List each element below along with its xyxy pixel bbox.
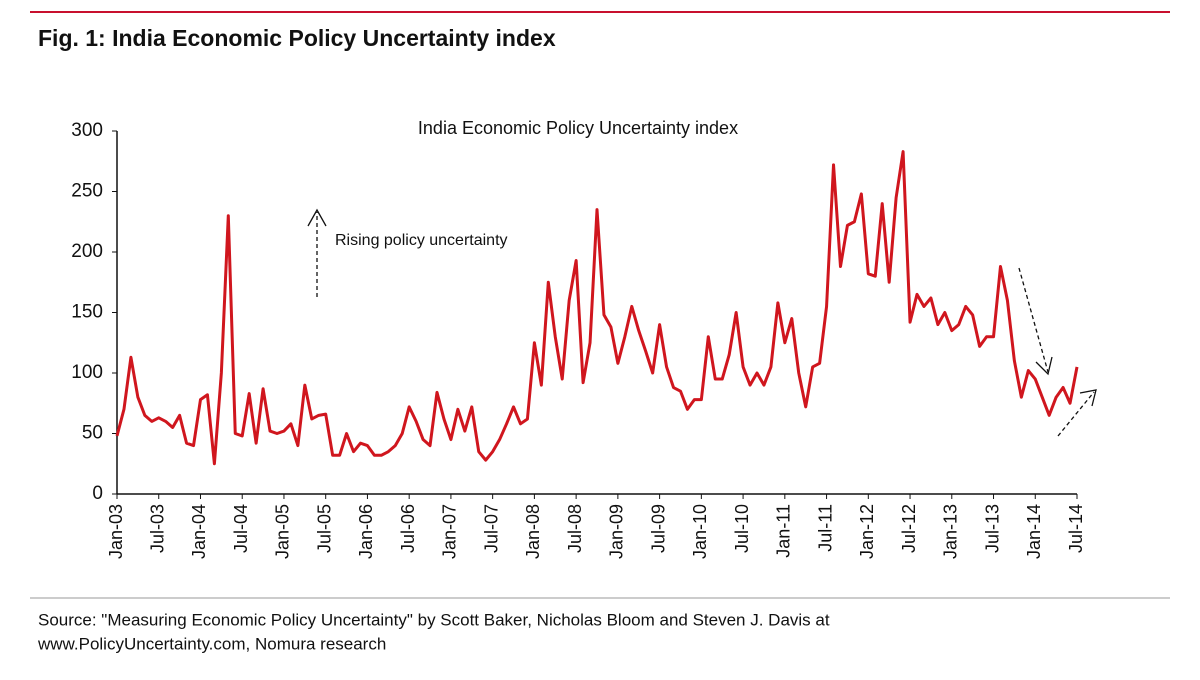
y-tick-label: 100 bbox=[71, 362, 103, 383]
x-tick-label: Jul-11 bbox=[815, 504, 835, 552]
y-tick-label: 50 bbox=[82, 423, 103, 444]
chart-title: India Economic Policy Uncertainty index bbox=[418, 118, 738, 138]
x-tick-label: Jan-03 bbox=[106, 504, 126, 559]
x-tick-label: Jul-09 bbox=[648, 504, 668, 553]
source: Source: "Measuring Economic Policy Uncer… bbox=[38, 610, 830, 629]
source: www.PolicyUncertainty.com, Nomura resear… bbox=[37, 634, 386, 653]
x-tick-label: Jan-08 bbox=[523, 504, 543, 559]
y-tick-label: 0 bbox=[92, 483, 103, 504]
x-tick-label: Jan-09 bbox=[607, 504, 627, 559]
x-tick-label: Jul-13 bbox=[982, 504, 1002, 553]
x-tick-label: Jan-14 bbox=[1024, 504, 1044, 559]
x-tick-label: Jul-14 bbox=[1066, 504, 1086, 553]
x-tick-label: Jan-11 bbox=[774, 504, 794, 558]
y-tick-label: 300 bbox=[71, 120, 103, 141]
x-tick-label: Jul-03 bbox=[147, 504, 167, 553]
x-tick-label: Jul-04 bbox=[231, 504, 251, 553]
x-tick-label: Jul-10 bbox=[732, 504, 752, 553]
x-tick-label: Jul-05 bbox=[314, 504, 334, 553]
x-tick-label: Jan-05 bbox=[273, 504, 293, 559]
x-tick-label: Jan-04 bbox=[189, 504, 209, 559]
x-tick-label: Jul-07 bbox=[481, 504, 501, 553]
x-tick-label: Jan-10 bbox=[690, 504, 710, 559]
heading: Fig. 1: India Economic Policy Uncertaint… bbox=[38, 25, 556, 51]
x-tick-label: Jul-06 bbox=[398, 504, 418, 553]
data-line bbox=[115, 150, 1079, 466]
y-tick-label: 150 bbox=[71, 302, 103, 323]
y-tick-label: 200 bbox=[71, 241, 103, 262]
annotation: Rising policy uncertainty bbox=[335, 232, 508, 249]
arrow-heads bbox=[307, 208, 1097, 407]
x-tick-label: Jan-12 bbox=[857, 504, 877, 559]
x-tick-label: Jan-07 bbox=[440, 504, 460, 559]
x-tick-label: Jan-13 bbox=[941, 504, 961, 559]
x-tick-label: Jul-08 bbox=[565, 504, 585, 553]
x-tick-label: Jul-12 bbox=[899, 504, 919, 553]
x-tick-label: Jan-06 bbox=[356, 504, 376, 559]
annotation-arrows bbox=[316, 212, 1095, 437]
y-tick-label: 250 bbox=[71, 181, 103, 202]
